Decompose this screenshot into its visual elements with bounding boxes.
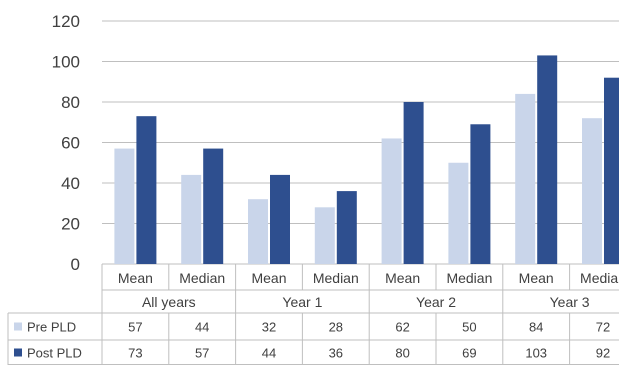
table-cell-value: 80 [395,346,409,361]
post-pld-bar [270,174,290,264]
y-axis-tick-labels: 120 100 80 60 40 20 0 [52,12,80,274]
group-label: Year 3 [550,294,590,310]
table-cell-value: 57 [195,346,209,361]
table-cell-value: 92 [596,346,610,361]
table-cell-value: 44 [262,346,276,361]
x-tick-label: Mean [519,270,554,286]
table-cell-value: 62 [395,320,409,335]
post-pld-bar [203,148,224,264]
table-cell-value: 28 [329,320,343,335]
post-pld-bar [537,55,558,264]
group-label: All years [142,294,196,310]
table-cell-value: 50 [462,320,476,335]
y-tick-label: 0 [71,255,80,274]
x-tick-label: Median [313,270,359,286]
post-pld-bar [336,191,357,264]
legend-swatch [14,348,22,357]
table-cell-value: 57 [128,320,142,335]
table-cell-value: 32 [262,320,276,335]
post-pld-bar [136,116,157,264]
y-tick-label: 100 [52,53,80,72]
post-pld-bar [403,102,424,264]
y-tick-label: 40 [61,174,80,193]
x-tick-label: Median [580,270,619,286]
x-tick-label: Mean [251,270,286,286]
pre-pld-bar [582,118,602,264]
pre-pld-bar [181,174,202,264]
pre-pld-bar [248,199,268,264]
pre-pld-bar [448,162,469,264]
y-tick-label: 80 [61,93,80,112]
x-tick-label: Mean [385,270,420,286]
group-label: Year 1 [282,294,322,310]
x-tick-label: Median [446,270,492,286]
x-tick-label: Mean [118,270,153,286]
group-label: Year 2 [416,294,456,310]
x-tick-label: Median [179,270,225,286]
pre-pld-bar [314,207,335,264]
table-cell-value: 103 [525,346,547,361]
legend-label: Post PLD [27,346,82,361]
pre-pld-bar [515,93,536,265]
legend-swatch [14,322,22,331]
table-cell-value: 69 [462,346,476,361]
table-cell-value: 84 [529,320,543,335]
data-table: Mean Median Mean Median Mean Median Mean Median… [7,264,619,365]
table-cell-value: 73 [128,346,142,361]
table-cell-value: 36 [329,346,343,361]
y-tick-label: 20 [61,215,80,234]
post-pld-bar [604,77,619,264]
pre-pld-bar [381,138,402,264]
y-tick-label: 60 [61,134,80,153]
pre-pld-bar [114,148,135,264]
post-pld-bar [470,124,491,265]
bars [114,55,619,265]
y-tick-label: 120 [52,12,80,31]
table-cell-value: 72 [596,320,610,335]
legend-label: Pre PLD [27,320,76,335]
table-cell-value: 44 [195,320,209,335]
